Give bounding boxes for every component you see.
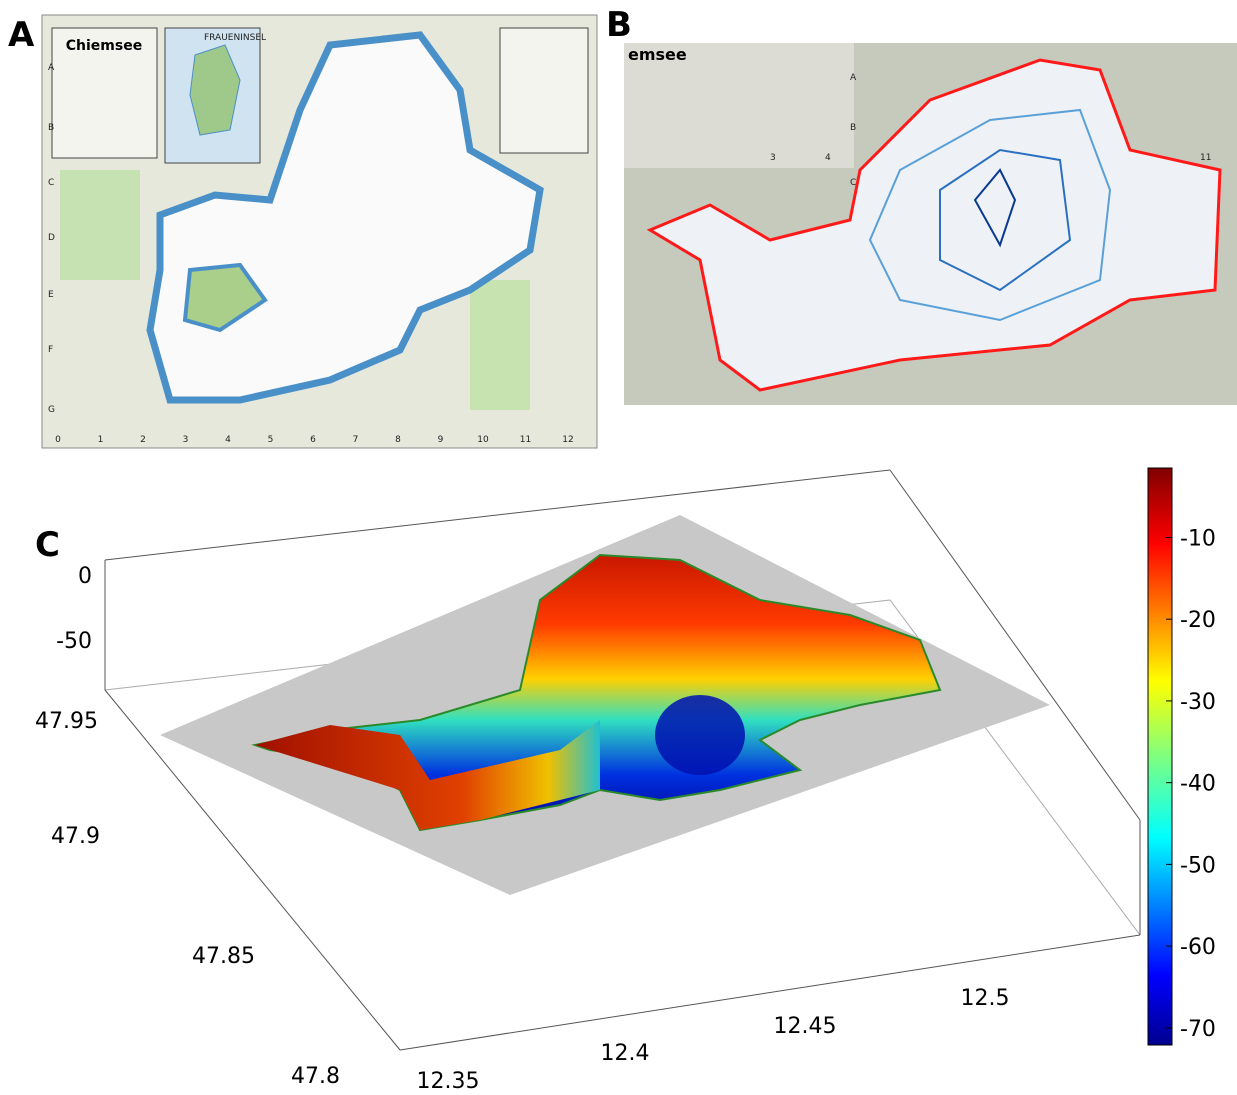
map-a: Chiemsee FRAUENINSEL [42,15,597,448]
colorbar-tick-label: -50 [1180,853,1216,878]
colorbar-tick-label: -70 [1180,1017,1216,1042]
grid-col-label: 3 [770,153,776,163]
grid-row-label: A [850,73,857,83]
colorbar-tick-label: -30 [1180,690,1216,715]
y-tick-label: 47.9 [51,824,100,849]
inset-title: FRAUENINSEL [204,33,266,43]
map-b: emsee [624,43,1237,405]
grid-col-label: 10 [477,435,489,445]
colorbar-tick-label: -40 [1180,772,1216,797]
grid-row-label: C [48,178,54,188]
grid-col-label: 4 [825,153,831,163]
panel-label: A [8,15,35,55]
colorbar-tick-label: -20 [1180,608,1216,633]
panel-label: B [606,5,632,45]
grid-row-label: C [850,178,856,188]
grid-col-label: 9 [438,435,444,445]
grid-col-label: 11 [520,435,531,445]
grid-row-label: G [48,405,55,415]
forest [470,280,530,410]
y-tick-label: 47.8 [291,1064,340,1089]
grid-row-label: D [48,233,55,243]
x-tick-label: 12.45 [774,1014,837,1039]
figure: Chiemsee FRAUENINSEL emsee ABC0123456789… [0,0,1237,1095]
grid-col-label: 5 [268,435,274,445]
x-tick-label: 12.35 [417,1069,480,1094]
axes-box [105,468,1172,1050]
forest [60,170,140,280]
colorbar-tick-label: -10 [1180,526,1216,551]
grid-col-label: 4 [225,435,231,445]
box-edge [105,470,890,560]
grid-col-label: 0 [55,435,61,445]
panel-label: C [35,525,60,565]
grid-col-label: 6 [310,435,316,445]
grid-col-label: 11 [1200,153,1211,163]
grid-col-label: 2 [140,435,146,445]
grid-col-label: 1 [98,435,104,445]
grid-col-label: 8 [395,435,401,445]
x-tick-label: 12.4 [601,1041,650,1066]
y-tick-label: 47.95 [35,709,98,734]
grid-row-label: A [48,63,55,73]
map-title: Chiemsee [66,38,142,54]
grid-row-label: B [48,123,54,133]
colorbar [1148,468,1172,1045]
x-tick-label: 12.5 [961,986,1010,1011]
grid-col-label: 3 [183,435,189,445]
grid-row-label: F [48,345,53,355]
y-tick-label: 47.85 [192,944,255,969]
z-tick-label: 0 [78,564,92,589]
grid-row-label: E [48,290,54,300]
colorbar-tick-label: -60 [1180,935,1216,960]
grid-col-label: 12 [562,435,573,445]
map-title: emsee [628,45,687,64]
grid-col-label: 7 [353,435,359,445]
grid-row-label: B [850,123,856,133]
z-tick-label: -50 [56,629,92,654]
key-box [500,28,588,153]
deep-basin [655,695,745,775]
box-edge [400,935,1140,1050]
